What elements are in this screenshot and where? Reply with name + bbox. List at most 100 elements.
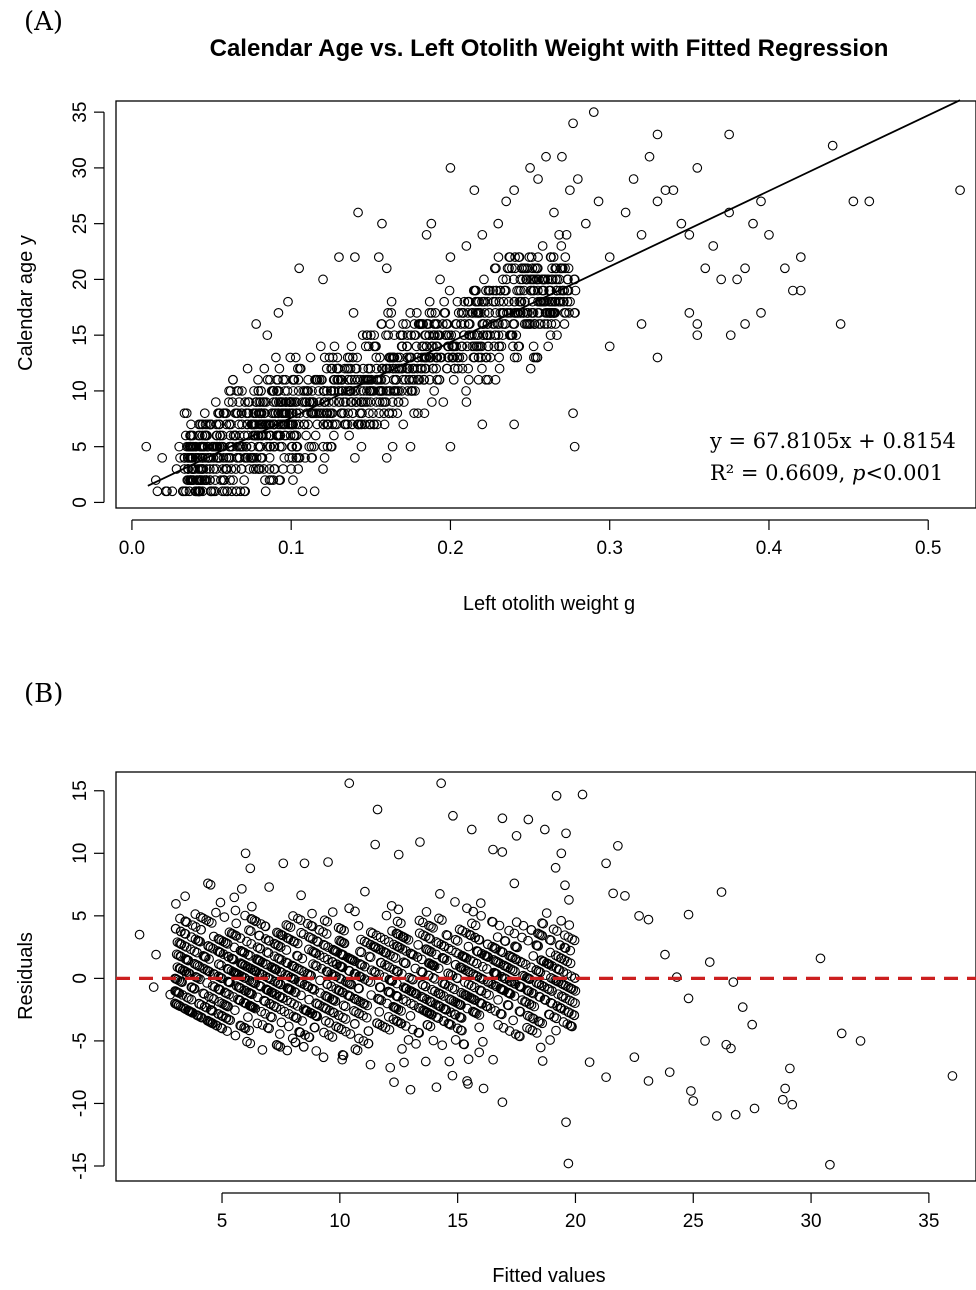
data-point [309,441,319,452]
data-point [780,263,790,274]
data-point [473,352,484,363]
data-point [456,963,467,973]
data-point [236,464,247,474]
data-point [190,922,201,932]
data-point [501,196,512,207]
data-point [443,981,454,992]
data-point [340,386,351,396]
data-point [459,296,470,307]
data-point [340,1001,351,1012]
data-point [192,947,202,958]
data-point [405,1084,416,1095]
data-point [428,922,438,933]
data-point [210,397,221,407]
data-point [724,129,734,140]
data-point [424,996,435,1006]
data-point [747,1019,758,1030]
data-point [194,475,205,485]
data-point [219,912,230,922]
data-point [461,386,471,396]
data-point [374,994,385,1005]
data-point [278,419,289,430]
data-point [205,879,216,890]
data-point [224,397,234,407]
data-point [548,252,559,262]
data-point [192,960,203,971]
data-point [348,308,359,318]
data-point [537,1056,548,1066]
data-point [392,991,403,1002]
data-point [212,441,223,452]
data-point [307,1008,317,1019]
data-point [199,989,210,999]
data-point [180,929,191,939]
data-point [346,374,357,385]
data-point [219,486,230,497]
data-point [546,319,557,329]
chart-b-ylabel: Residuals [15,932,37,1020]
data-point [262,985,273,995]
data-point [391,374,402,385]
data-point [848,196,859,207]
data-point [795,252,806,262]
data-point [470,285,481,296]
data-point [564,895,574,905]
x-tick-label: 0.3 [596,538,622,559]
data-point [299,419,309,430]
data-point [358,1036,369,1046]
data-point [283,921,294,931]
data-point [504,988,515,999]
data-point [190,464,200,474]
data-point [246,901,257,912]
data-point [601,1072,611,1083]
data-point [507,263,517,274]
data-point [489,341,500,352]
data-point [324,1030,334,1040]
data-point [271,352,281,363]
data-point [393,397,404,407]
data-point [319,1027,329,1038]
data-point [377,218,387,229]
data-point [471,341,482,352]
data-point [182,475,193,485]
data-point [257,1020,268,1030]
data-point [226,464,237,474]
data-point [683,909,694,920]
data-point [202,441,213,452]
data-point [307,921,318,932]
data-point [505,252,515,262]
data-point [408,363,419,374]
data-point [424,296,435,307]
data-point [232,408,243,419]
data-point [563,982,574,992]
data-point [506,951,516,962]
data-point [494,296,505,307]
data-point [534,966,544,977]
data-point [711,1111,722,1121]
data-point [494,341,505,352]
data-point [260,959,271,969]
data-point [200,419,211,430]
data-point [298,1041,309,1052]
data-point [171,986,181,997]
data-point [381,397,391,407]
data-point [435,1001,446,1012]
data-point [319,915,330,926]
data-point [528,352,539,363]
data-point [289,999,299,1009]
data-point [171,899,181,909]
data-point [275,942,286,952]
data-point [185,441,196,452]
chart-a-xlabel: Left otolith weight g [463,593,635,615]
data-point [218,408,229,419]
data-point [764,229,774,240]
data-point [692,330,703,341]
data-point [273,1041,284,1051]
y-tick-label: 20 [70,269,91,290]
data-point [538,285,548,296]
data-point [478,1083,489,1094]
data-point [493,994,503,1005]
data-point [294,452,305,463]
data-point [716,887,727,897]
data-point [441,330,452,341]
